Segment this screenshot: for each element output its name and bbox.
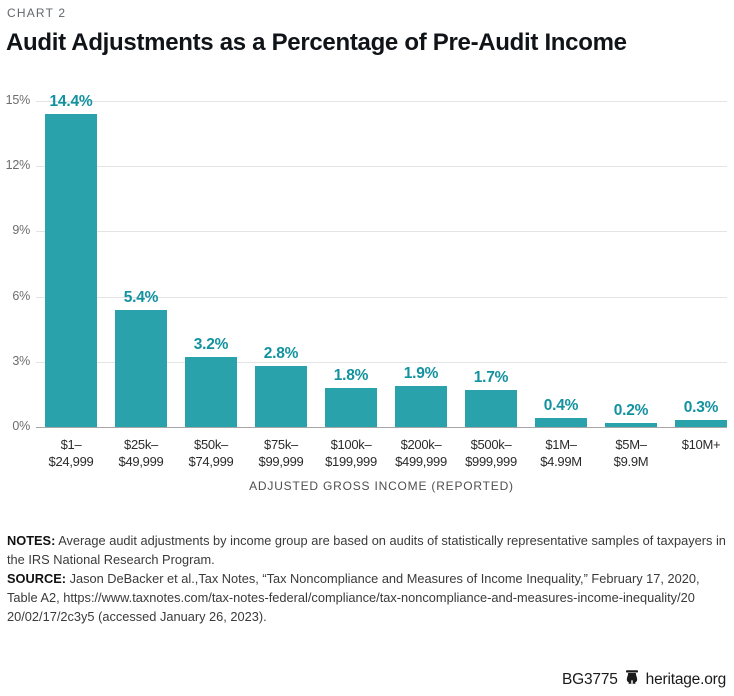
x-tick-label: $75k– $99,999: [244, 436, 318, 470]
y-tick-label: 15%: [5, 93, 31, 107]
bar: [535, 418, 587, 427]
gridline: [36, 166, 727, 168]
bar: [395, 385, 447, 427]
bar: [45, 114, 97, 427]
bar: [325, 387, 377, 427]
y-tick-label: 6%: [12, 288, 30, 303]
x-tick-line: $500k–: [470, 437, 512, 452]
x-tick-line: $99,999: [258, 454, 304, 469]
bar: [675, 420, 727, 427]
footer: BG3775 heritage.org: [562, 670, 726, 690]
y-tick-label: 0%: [12, 419, 30, 433]
x-tick-line: $4.99M: [540, 454, 582, 469]
y-tick-label: 3%: [12, 353, 30, 368]
bar-value-label: 1.7%: [473, 369, 509, 387]
x-axis-title: ADJUSTED GROSS INCOME (REPORTED): [249, 479, 514, 493]
y-tick-label: 9%: [12, 223, 30, 238]
x-tick-line: $999,999: [465, 454, 517, 469]
bar-value-label: 1.8%: [333, 366, 369, 384]
bar-value-label: 2.8%: [263, 345, 299, 363]
x-tick-label: $10M+: [664, 436, 734, 453]
bar-value-label: 1.9%: [403, 364, 439, 382]
x-tick-line: $75k–: [264, 437, 298, 452]
notes-block: NOTES: Average audit adjustments by inco…: [7, 531, 727, 626]
x-axis-line: [36, 427, 727, 428]
source-text: Jason DeBacker et al.,Tax Notes, “Tax No…: [7, 571, 700, 624]
bar-value-label: 5.4%: [123, 288, 159, 306]
bar-value-label: 0.4%: [543, 397, 579, 415]
bar-value-label: 0.3%: [683, 399, 719, 417]
notes-text: Average audit adjustments by income grou…: [7, 533, 726, 567]
gridline: [36, 231, 727, 233]
x-tick-line: $5M–: [615, 437, 647, 452]
x-tick-label: $50k– $74,999: [174, 436, 248, 470]
bar: [115, 309, 167, 427]
x-tick-label: $200k– $499,999: [384, 436, 458, 470]
x-tick-line: $10M+: [681, 437, 721, 452]
x-tick-line: $200k–: [400, 437, 442, 452]
x-tick-line: $1M–: [545, 437, 577, 452]
bar-value-label: 14.4%: [49, 93, 93, 111]
x-tick-line: $199,999: [325, 454, 377, 469]
gridline: [36, 361, 727, 363]
bar: [465, 390, 517, 427]
page-title: Audit Adjustments as a Percentage of Pre…: [6, 29, 627, 56]
y-tick-label: 12%: [5, 158, 31, 173]
document-id: BG3775: [561, 671, 618, 688]
notes-label: NOTES:: [7, 533, 56, 548]
bar: [255, 366, 307, 427]
site-name: heritage.org: [645, 671, 727, 688]
source-label: SOURCE:: [7, 571, 67, 586]
x-tick-line: $49,999: [118, 454, 164, 469]
x-tick-line: $25k–: [124, 437, 158, 452]
x-tick-label: $100k– $199,999: [314, 436, 388, 470]
x-tick-line: $100k–: [330, 437, 372, 452]
x-tick-line: $1–: [60, 437, 82, 452]
x-tick-line: $74,999: [188, 454, 234, 469]
heritage-bell-icon: [624, 670, 640, 690]
x-tick-line: $50k–: [194, 437, 228, 452]
bar-chart: 0% 3% 6% 9% 12% 15% 14.4% $1– $24,999 5.4% $25k– $4…: [0, 93, 734, 497]
bar: [185, 357, 237, 427]
x-tick-line: $499,999: [395, 454, 447, 469]
x-tick-label: $5M– $9.9M: [594, 436, 668, 470]
bar: [605, 422, 657, 427]
gridline: [36, 101, 727, 102]
x-tick-label: $1M– $4.99M: [524, 436, 598, 470]
x-tick-label: $500k– $999,999: [454, 436, 528, 470]
x-tick-line: $9.9M: [613, 454, 649, 469]
bar-value-label: 0.2%: [613, 401, 649, 419]
x-tick-label: $25k– $49,999: [104, 436, 178, 470]
bar-value-label: 3.2%: [193, 336, 229, 354]
gridline: [36, 296, 727, 298]
x-tick-line: $24,999: [48, 454, 94, 469]
x-tick-label: $1– $24,999: [34, 436, 108, 470]
chart-kicker: CHART 2: [7, 6, 67, 20]
